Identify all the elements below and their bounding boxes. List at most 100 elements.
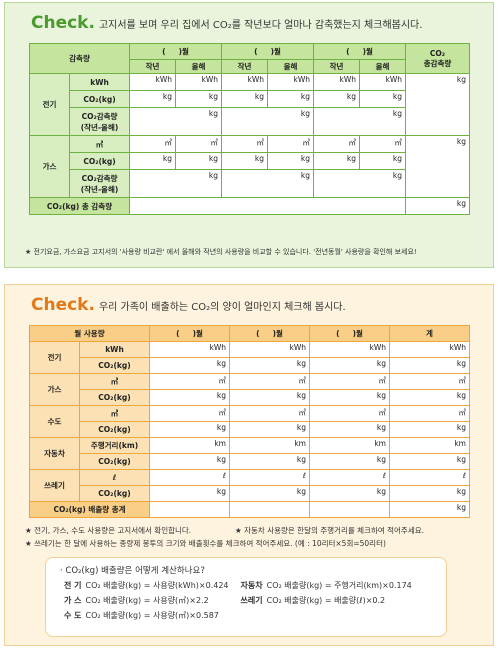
formula-name: 자동차	[240, 581, 263, 590]
month-header: ( )월	[129, 43, 223, 60]
row-label: ℓ	[79, 469, 150, 486]
data-row: CO₂감축량 (작년-올해) kg kg kg	[30, 169, 470, 198]
unit-cell: ㎥	[149, 405, 230, 422]
data-row: CO₂(kg) kg kg kg kg kg kg	[30, 152, 470, 170]
group-name: 쓰레기	[29, 469, 80, 502]
header-row: 감축량( )월( )월( )월 CO₂ 총감축량	[28, 43, 471, 74]
total-row: CO₂(kg) 배출량 총계 kg	[29, 501, 470, 518]
unit-cell: kg	[389, 485, 470, 502]
unit-cell: kg	[359, 152, 407, 170]
unit-cell: kWh	[229, 341, 310, 358]
unit-cell: kg	[149, 389, 230, 406]
unit-cell: ℓ	[309, 469, 390, 486]
row-label: ㎥	[68, 135, 131, 153]
blank-cell	[309, 501, 390, 518]
unit-cell: ㎥	[309, 373, 390, 390]
data-row: 전기 kWh kWh kWh kWh kWh	[29, 341, 470, 374]
unit-cell: kWh	[313, 73, 361, 91]
unit-cell: kg	[175, 152, 223, 170]
row-label: ㎥	[79, 405, 150, 422]
formula-box: · CO₂(kg) 배출량은 어떻게 계산하나요? 전 기 CO₂ 배출량(kg)…	[45, 557, 447, 637]
sub-header: 올해	[267, 59, 315, 74]
formula: 쓰레기 CO₂ 배출량(kg) = 배출량(ℓ)×0.2	[241, 595, 412, 610]
total-cell: kg	[405, 73, 471, 136]
data-row: 쓰레기 ℓ ℓ ℓ ℓ ℓ	[29, 469, 470, 502]
blank-cell	[129, 197, 407, 215]
unit-cell: kg	[309, 389, 390, 406]
row-label: CO₂(kg)	[68, 90, 131, 108]
unit-cell: kg	[389, 421, 470, 438]
formula: 수 도 CO₂ 배출량(kg) = 사용량(㎥)×0.587	[64, 610, 229, 625]
row-label: kWh	[79, 341, 150, 358]
month-header: ( )월	[149, 325, 230, 342]
unit-cell: kg	[359, 90, 407, 108]
unit-cell: kg	[313, 169, 407, 198]
formula-title: · CO₂(kg) 배출량은 어떻게 계산하나요?	[60, 566, 205, 576]
check-label: Check.	[31, 295, 95, 315]
sub-header: 작년	[313, 59, 361, 74]
row-label: ㎥	[79, 373, 150, 390]
unit-cell: kWh	[175, 73, 223, 91]
row-label: CO₂(kg)	[79, 421, 150, 438]
blank-cell	[149, 501, 230, 518]
row-label: CO₂(kg)	[79, 389, 150, 406]
data-row: CO₂(kg) kg kg kg kg	[30, 357, 470, 374]
unit-cell: ℓ	[229, 469, 310, 486]
unit-cell: kg	[149, 357, 230, 374]
sub-header: 작년	[221, 59, 269, 74]
unit-cell: kg	[129, 169, 223, 198]
note: ★ 전기, 가스, 수도 사용량은 고지서에서 확인합니다.	[25, 526, 192, 535]
unit-cell: kWh	[389, 341, 470, 358]
month-header: ( )월	[309, 325, 390, 342]
unit-cell: ㎥	[313, 135, 361, 153]
unit-cell: ㎥	[359, 135, 407, 153]
formula-text: CO₂ 배출량(kg) = 사용량(㎥)×0.587	[85, 611, 219, 620]
unit-cell: kg	[221, 169, 315, 198]
unit-cell: kg	[309, 421, 390, 438]
unit-cell: kg	[309, 453, 390, 470]
unit-cell: ㎥	[229, 405, 310, 422]
unit-cell: kg	[129, 152, 177, 170]
unit-cell: km	[149, 437, 230, 454]
unit-cell: km	[309, 437, 390, 454]
month-header: ( )월	[221, 43, 315, 60]
row-label: CO₂(kg)	[79, 453, 150, 470]
unit-cell: kg	[229, 389, 310, 406]
unit-cell: kg	[149, 453, 230, 470]
top-heading: Check. 고지서를 보며 우리 집에서 CO₂를 작년보다 얼마나 감축했는지…	[31, 13, 422, 33]
unit-cell: ℓ	[389, 469, 470, 486]
unit-cell: km	[389, 437, 470, 454]
bottom-panel: Check. 우리 가족이 배출하는 CO₂의 양이 얼마인지 체크해 봅시다. …	[4, 284, 494, 646]
total-row: CO₂(kg) 총 감축량 kg	[28, 197, 471, 215]
month-header: ( )월	[313, 43, 407, 60]
reduction-table: 감축량( )월( )월( )월 CO₂ 총감축량 작년 올해 작년 올해 작년 올해 전기 kWh…	[28, 43, 471, 215]
formula-name: 가 스	[64, 596, 82, 605]
formula-text: CO₂ 배출량(kg) = 사용량(kWh)×0.424	[85, 581, 229, 590]
unit-cell: kg	[229, 357, 310, 374]
unit-cell: kg	[309, 485, 390, 502]
data-row: CO₂(kg) kg kg kg kg	[30, 389, 470, 406]
unit-cell: ㎥	[229, 373, 310, 390]
unit-cell: kWh	[359, 73, 407, 91]
note: ★ 자동차 사용량은 한달의 주행거리를 체크하여 적어주세요.	[235, 526, 425, 535]
total-cell: kg	[389, 501, 470, 518]
unit-cell: ㎥	[175, 135, 223, 153]
note: ★ 쓰레기는 한 달에 사용하는 종량제 봉투의 크기와 배출횟수를 체크하여 …	[25, 539, 386, 548]
unit-cell: kg	[313, 152, 361, 170]
group-name: 가스	[29, 373, 80, 406]
sub-header: 작년	[129, 59, 177, 74]
unit-cell: kg	[221, 107, 315, 136]
unit-cell: kg	[149, 485, 230, 502]
unit-cell: kg	[221, 152, 269, 170]
row-label: kWh	[68, 73, 131, 91]
unit-cell: kg	[267, 152, 315, 170]
top-note: ★ 전기요금, 가스요금 고지서의 '사용량 비교란' 에서 올해와 작년의 사…	[25, 248, 417, 256]
total-cell: kg	[405, 197, 471, 215]
row-label: CO₂감축량 (작년-올해)	[68, 169, 131, 198]
sub-header: 올해	[175, 59, 223, 74]
unit-cell: ㎥	[149, 373, 230, 390]
formula-text: CO₂ 배출량(kg) = 사용량(㎥)×2.2	[85, 596, 209, 605]
formula-name: 수 도	[64, 611, 82, 620]
